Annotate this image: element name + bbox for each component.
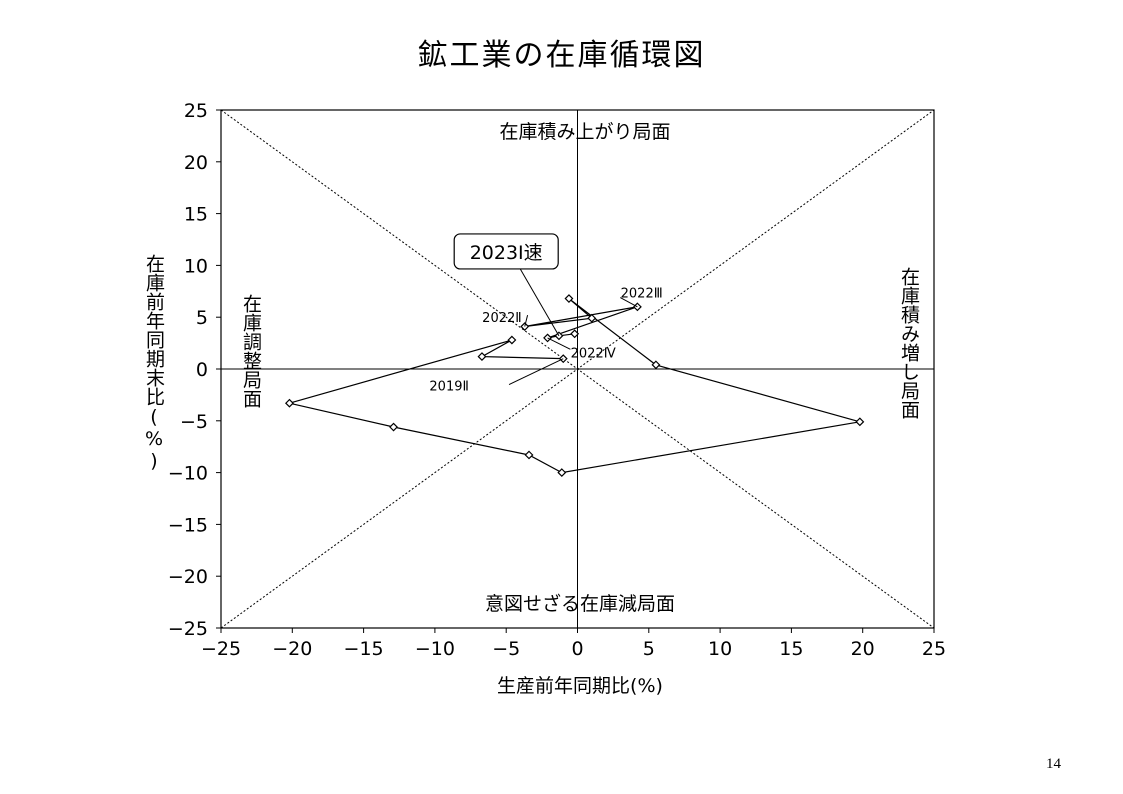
series-line bbox=[289, 298, 860, 474]
x-tick-label: 0 bbox=[571, 638, 583, 660]
y-tick-label: −10 bbox=[168, 463, 208, 485]
quadrant-label-left: 在庫調整局面 bbox=[240, 294, 262, 408]
y-tick-label: −25 bbox=[168, 618, 208, 640]
ticks: −25 −20 −15 −10 −5 0 5 10 15 20 25 −25 −20 −15 −10 −5 0 5… bbox=[168, 100, 946, 660]
x-tick-label: 20 bbox=[851, 638, 875, 660]
data-point bbox=[524, 450, 534, 460]
x-tick-label: −25 bbox=[201, 638, 241, 660]
axis-lines bbox=[221, 110, 934, 628]
x-tick-label: −10 bbox=[415, 638, 455, 660]
annotation-label: 2022Ⅳ bbox=[571, 346, 616, 361]
data-point bbox=[554, 331, 564, 341]
x-tick-label: −15 bbox=[344, 638, 384, 660]
data-point bbox=[570, 329, 580, 339]
y-axis-label: 在庫前年同期末比(%) bbox=[143, 254, 165, 472]
x-axis-label: 生産前年同期比(%) bbox=[497, 675, 663, 697]
x-tick-label: 5 bbox=[643, 638, 655, 660]
data-point bbox=[389, 422, 398, 432]
series-layer bbox=[284, 294, 865, 478]
annotation-leader bbox=[524, 315, 529, 327]
annotation-leader bbox=[620, 297, 638, 308]
y-tick-label: −15 bbox=[168, 514, 208, 536]
annotation-label: 2022Ⅱ bbox=[482, 311, 521, 326]
y-tick-label: −5 bbox=[180, 411, 208, 433]
x-tick-label: 15 bbox=[779, 638, 803, 660]
annotation-leader bbox=[508, 358, 564, 385]
data-point bbox=[564, 294, 574, 304]
data-point bbox=[284, 398, 294, 408]
data-point bbox=[477, 352, 487, 362]
y-tick-label: 25 bbox=[184, 100, 208, 122]
annotation-label: 2022Ⅲ bbox=[621, 286, 663, 301]
page-number: 14 bbox=[1046, 756, 1061, 772]
annotation-layer: 2019Ⅱ 2022Ⅱ 2022Ⅲ 2022Ⅳ 2023Ⅰ速 bbox=[429, 233, 663, 395]
annotation-box bbox=[453, 233, 559, 270]
x-tick-label: 25 bbox=[922, 638, 946, 660]
data-point bbox=[855, 417, 865, 427]
annotation-leader bbox=[517, 264, 560, 337]
y-tick-label: 20 bbox=[184, 152, 208, 174]
data-point bbox=[507, 335, 517, 345]
data-point bbox=[651, 360, 661, 370]
data-point bbox=[557, 468, 567, 478]
y-tick-label: 15 bbox=[184, 204, 208, 226]
data-point bbox=[587, 313, 597, 323]
data-point bbox=[543, 333, 553, 343]
chart-title: 鉱工業の在庫循環図 bbox=[417, 38, 706, 73]
annotation-leader bbox=[547, 337, 571, 350]
y-tick-label: 10 bbox=[184, 255, 208, 277]
y-tick-label: 5 bbox=[196, 307, 208, 329]
annotation-label: 2023Ⅰ速 bbox=[470, 242, 543, 264]
quadrant-label-bottom: 意図せざる在庫減局面 bbox=[485, 592, 675, 615]
y-tick-label: 0 bbox=[196, 359, 208, 381]
x-tick-label: 10 bbox=[708, 638, 732, 660]
x-tick-label: −20 bbox=[272, 638, 312, 660]
x-tick-label: −5 bbox=[492, 638, 520, 660]
y-tick-label: −20 bbox=[168, 566, 208, 588]
quadrant-label-top: 在庫積み上がり局面 bbox=[499, 121, 670, 143]
quadrant-label-right: 在庫積み増し局面 bbox=[898, 267, 920, 419]
annotation-label: 2019Ⅱ bbox=[429, 380, 468, 395]
